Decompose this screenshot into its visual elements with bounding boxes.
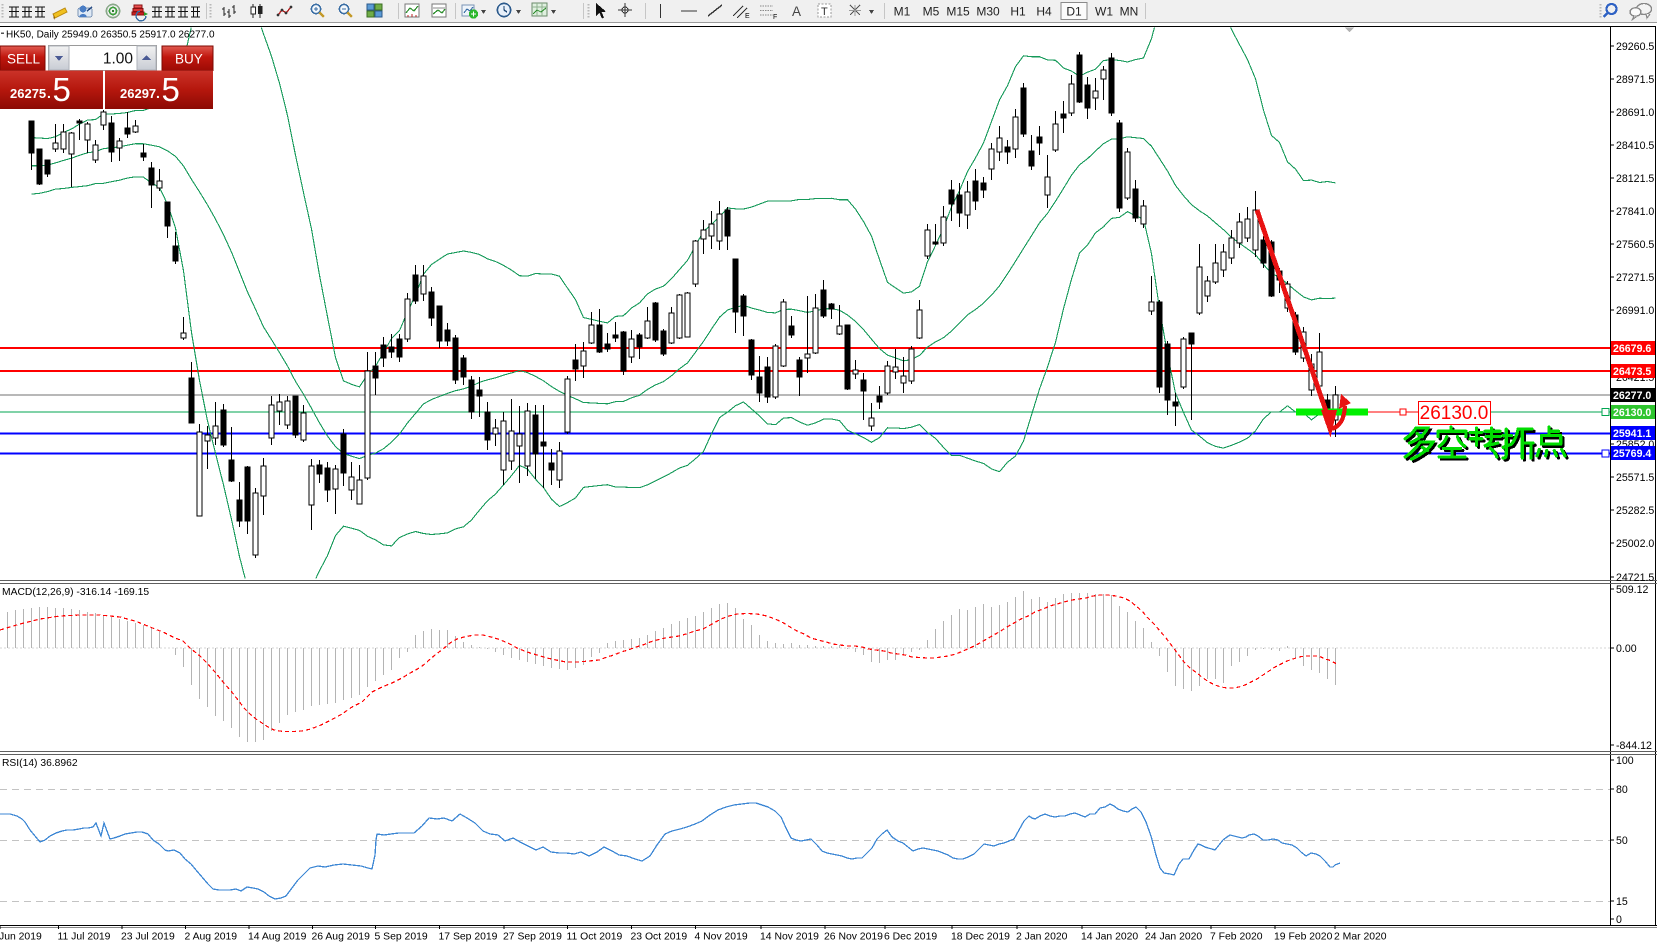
svg-text:25941.1: 25941.1 [1613, 428, 1651, 440]
svg-text:26130.0: 26130.0 [1420, 403, 1489, 424]
svg-text:24 Jan 2020: 24 Jan 2020 [1145, 932, 1202, 943]
svg-text:6 Dec 2019: 6 Dec 2019 [884, 932, 937, 943]
svg-text:0.00: 0.00 [1616, 643, 1637, 655]
svg-text:2 Aug 2019: 2 Aug 2019 [185, 932, 238, 943]
svg-text:5 Sep 2019: 5 Sep 2019 [375, 932, 428, 943]
svg-text:26679.6: 26679.6 [1613, 343, 1651, 355]
svg-text:D1: D1 [1066, 5, 1082, 19]
svg-text:26991.0: 26991.0 [1616, 305, 1654, 317]
svg-text:M15: M15 [946, 5, 970, 19]
svg-text:4 Nov 2019: 4 Nov 2019 [695, 932, 748, 943]
svg-text:MN: MN [1120, 5, 1139, 19]
svg-text:23 Jul 2019: 23 Jul 2019 [121, 932, 175, 943]
svg-text:25282.5: 25282.5 [1616, 505, 1654, 517]
svg-text:26275: 26275 [10, 86, 46, 101]
svg-text:27841.0: 27841.0 [1616, 206, 1654, 218]
svg-text:2 Jan 2020: 2 Jan 2020 [1016, 932, 1068, 943]
svg-text:28971.5: 28971.5 [1616, 74, 1654, 86]
svg-text:17 Sep 2019: 17 Sep 2019 [439, 932, 498, 943]
svg-text:509.12: 509.12 [1616, 584, 1649, 596]
svg-text:Jun 2019: Jun 2019 [0, 932, 42, 943]
svg-text:T: T [821, 6, 828, 18]
svg-text:14 Jan 2020: 14 Jan 2020 [1081, 932, 1138, 943]
svg-text:18 Dec 2019: 18 Dec 2019 [951, 932, 1010, 943]
svg-text:E: E [745, 13, 750, 20]
svg-text:27271.5: 27271.5 [1616, 272, 1654, 284]
svg-text:7 Feb 2020: 7 Feb 2020 [1210, 932, 1263, 943]
svg-text:.: . [47, 85, 51, 101]
svg-text:26297: 26297 [120, 86, 156, 101]
svg-text:14 Nov 2019: 14 Nov 2019 [760, 932, 819, 943]
svg-text:28121.5: 28121.5 [1616, 173, 1654, 185]
svg-text:25571.5: 25571.5 [1616, 472, 1654, 484]
svg-text:14 Aug 2019: 14 Aug 2019 [248, 932, 307, 943]
svg-text:19 Feb 2020: 19 Feb 2020 [1274, 932, 1333, 943]
svg-text:27 Sep 2019: 27 Sep 2019 [503, 932, 562, 943]
svg-text:26130.0: 26130.0 [1613, 407, 1651, 419]
svg-text:25769.4: 25769.4 [1613, 448, 1651, 460]
svg-text:H1: H1 [1010, 5, 1026, 19]
svg-text:28410.5: 28410.5 [1616, 140, 1654, 152]
svg-text:W1: W1 [1095, 5, 1113, 19]
svg-text:11 Jul 2019: 11 Jul 2019 [58, 932, 111, 943]
svg-text:1.00: 1.00 [103, 51, 134, 68]
svg-text:26 Nov 2019: 26 Nov 2019 [824, 932, 883, 943]
svg-text:100: 100 [1616, 755, 1634, 767]
svg-text:-844.12: -844.12 [1616, 740, 1652, 752]
svg-text:26277.0: 26277.0 [1613, 390, 1651, 402]
svg-text:25002.0: 25002.0 [1616, 538, 1654, 550]
svg-text:.: . [156, 85, 160, 101]
svg-text:MACD(12,26,9) -316.14 -169.15: MACD(12,26,9) -316.14 -169.15 [2, 587, 149, 598]
svg-text:26 Aug 2019: 26 Aug 2019 [312, 932, 371, 943]
svg-text:HK50, Daily 25949.0 26350.5 2: HK50, Daily 25949.0 26350.5 25917.0 2627… [6, 30, 215, 41]
svg-text:H4: H4 [1036, 5, 1052, 19]
svg-text:SELL: SELL [7, 52, 41, 67]
svg-text:28691.0: 28691.0 [1616, 107, 1654, 119]
svg-text:80: 80 [1616, 784, 1628, 796]
svg-text:A: A [792, 4, 801, 19]
svg-text:15: 15 [1616, 896, 1628, 908]
svg-text:50: 50 [1616, 835, 1628, 847]
svg-text:5: 5 [162, 71, 180, 108]
svg-text:29260.5: 29260.5 [1616, 41, 1654, 53]
svg-text:26473.5: 26473.5 [1613, 366, 1651, 378]
svg-text:M30: M30 [976, 5, 1000, 19]
svg-text:2 Mar 2020: 2 Mar 2020 [1334, 932, 1387, 943]
svg-text:RSI(14) 36.8962: RSI(14) 36.8962 [2, 758, 78, 769]
svg-text:BUY: BUY [175, 52, 203, 67]
svg-text:27560.5: 27560.5 [1616, 239, 1654, 251]
svg-text:5: 5 [53, 71, 71, 108]
svg-text:24721.5: 24721.5 [1616, 572, 1654, 584]
svg-text:0: 0 [1616, 914, 1622, 926]
svg-text:M1: M1 [894, 5, 911, 19]
svg-text:F: F [773, 14, 777, 21]
svg-text:23 Oct 2019: 23 Oct 2019 [631, 932, 688, 943]
svg-text:M5: M5 [923, 5, 940, 19]
svg-text:11 Oct 2019: 11 Oct 2019 [567, 932, 623, 943]
